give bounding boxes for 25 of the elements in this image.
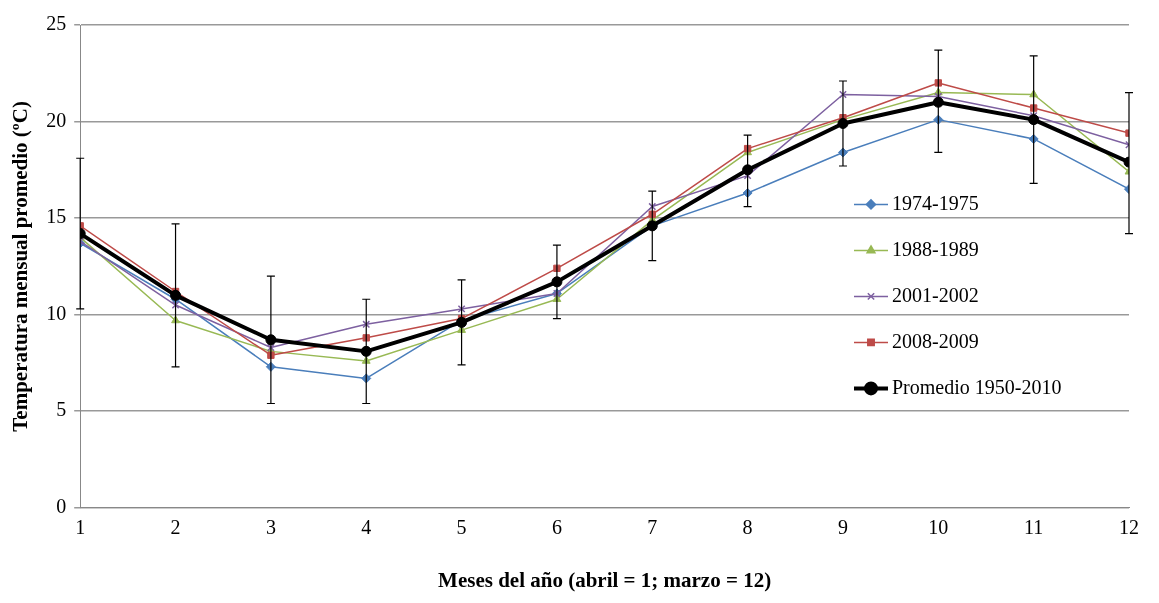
x-tick-label: 3 [265, 516, 276, 539]
x-tick-label: 2 [170, 516, 181, 539]
x-tick-label: 7 [647, 516, 658, 539]
legend-label: 2001-2002 [892, 283, 979, 306]
y-tick-label: 5 [56, 398, 67, 421]
y-tick-label: 15 [46, 205, 67, 228]
x-axis-title: Meses del año (abril = 1; marzo = 12) [438, 567, 772, 592]
legend-label: Promedio 1950-2010 [892, 375, 1062, 398]
y-tick-label: 20 [46, 108, 67, 131]
x-tick-label: 5 [456, 516, 467, 539]
y-tick-label: 0 [56, 495, 67, 518]
legend-label: 1974-1975 [892, 191, 979, 214]
legend-label: 2008-2009 [892, 329, 979, 352]
x-tick-label: 1 [75, 516, 86, 539]
y-axis-title: Temperatura mensual promedio (ºC) [8, 101, 33, 432]
legend-label: 1988-1989 [892, 237, 979, 260]
y-tick-label: 10 [46, 301, 67, 324]
x-tick-label: 11 [1024, 516, 1044, 539]
y-tick-label: 25 [46, 12, 67, 35]
x-tick-label: 12 [1119, 516, 1139, 539]
x-tick-label: 6 [551, 516, 562, 539]
x-tick-label: 10 [928, 516, 949, 539]
x-tick-label: 8 [742, 516, 753, 539]
x-tick-label: 9 [837, 516, 848, 539]
x-tick-label: 4 [361, 516, 372, 539]
